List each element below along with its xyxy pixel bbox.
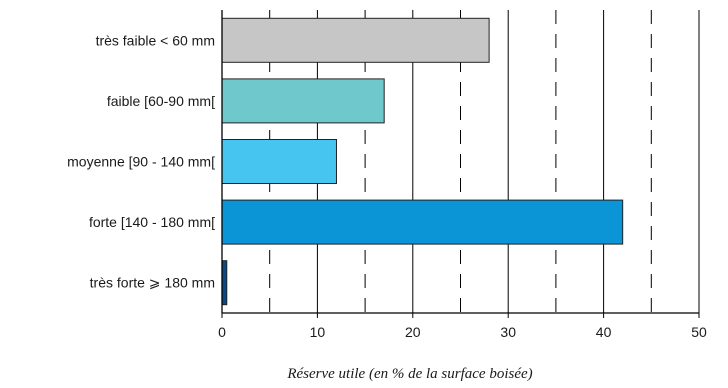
category-label: faible [60-90 mm[ [107,93,215,109]
bar [221,78,385,124]
category-label: forte [140 - 180 mm[ [89,214,215,230]
category-labels: très faible < 60 mm faible [60-90 mm[ moye… [67,32,215,290]
category-label: très forte ⩾ 180 mm [90,275,215,291]
bar [221,139,337,184]
x-tick-labels: 0 10 20 30 40 50 [218,313,707,340]
x-tick-label: 0 [218,324,226,340]
x-tick-label: 40 [596,324,612,340]
x-tick-label: 20 [405,324,421,340]
x-axis-title: Réserve utile (en % de la surface boisée… [286,366,532,382]
category-label: moyenne [90 - 140 mm[ [67,154,215,170]
x-tick-label: 10 [310,324,326,340]
bars [221,17,624,306]
category-label: très faible < 60 mm [96,32,215,48]
x-tick-label: 50 [691,324,707,340]
x-tick-label: 30 [500,324,516,340]
bar [221,17,490,63]
bar [221,199,624,245]
bar [221,260,228,306]
axes [221,10,699,314]
